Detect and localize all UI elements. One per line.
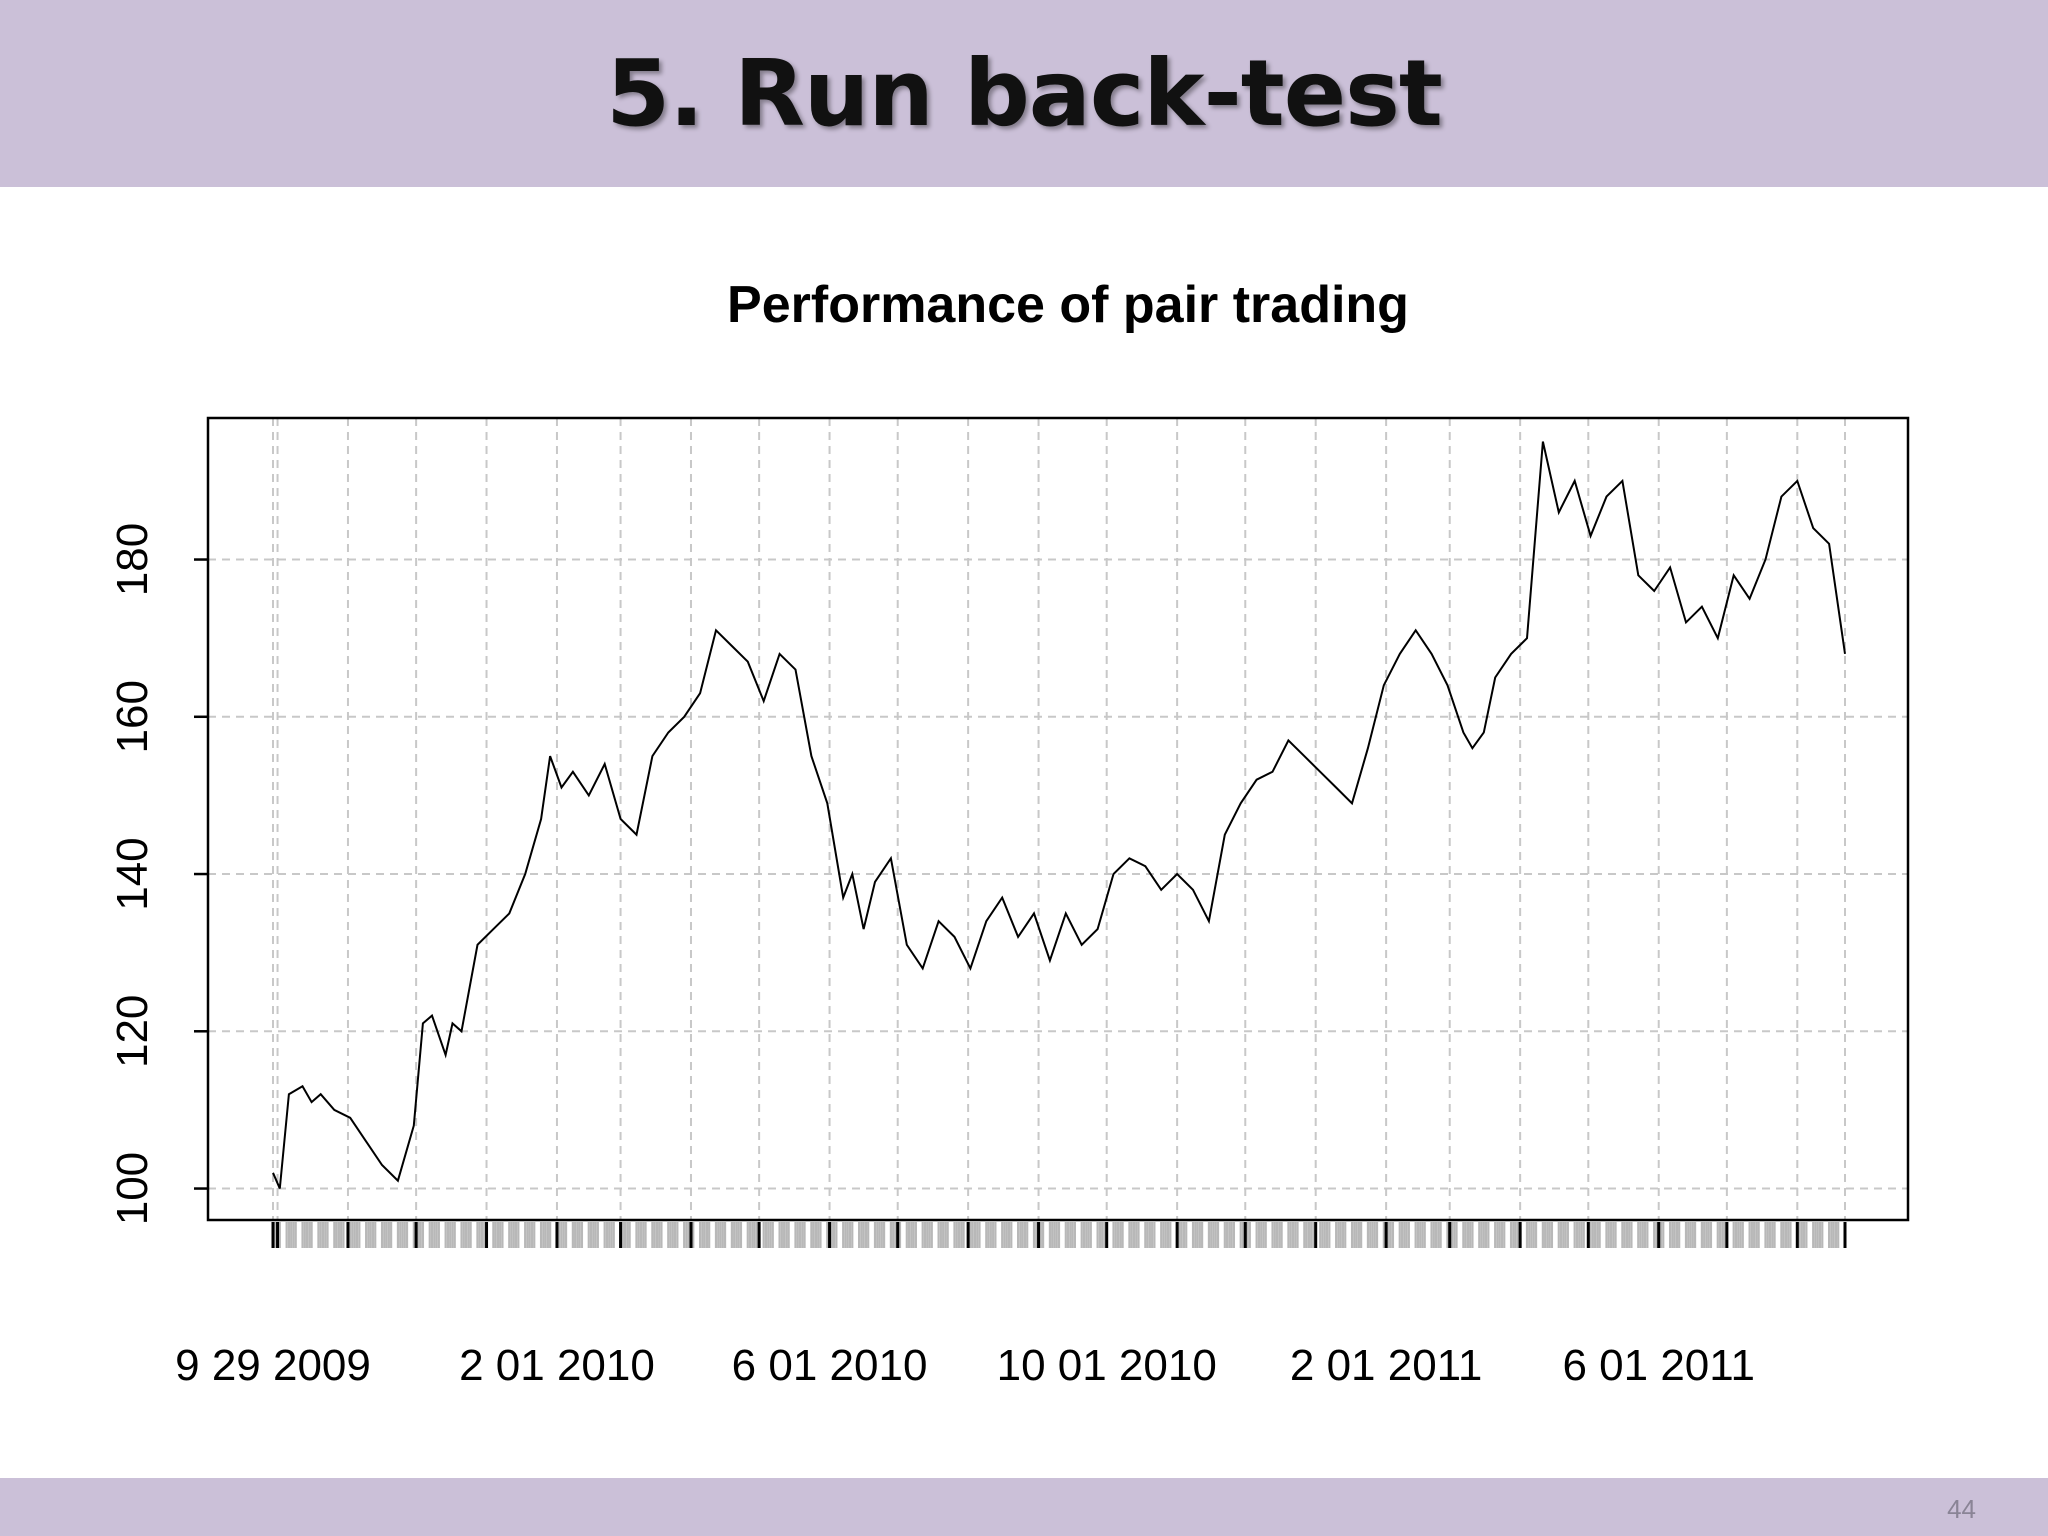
x-axis: 9 29 2009 2 01 2010 6 01 2010 10 01 2010 2 0… [175, 1341, 1755, 1390]
plot-frame [206, 416, 1910, 1222]
series-line [272, 441, 1846, 1189]
y-tick-label: 120 [108, 995, 157, 1068]
chart: Performance of pair trading 100 120 140 160… [108, 276, 1910, 1390]
x-tick-label: 10 01 2010 [997, 1341, 1217, 1390]
page-number: 44 [1947, 1494, 1976, 1524]
y-axis: 100 120 140 160 180 [108, 523, 208, 1225]
x-tick-label: 6 01 2011 [1562, 1341, 1754, 1390]
x-tick-label: 2 01 2011 [1290, 1341, 1482, 1390]
footer-band [0, 1478, 2048, 1536]
date-rug [271, 1222, 1847, 1248]
title-band [0, 0, 2048, 187]
x-tick-label: 6 01 2010 [732, 1341, 928, 1390]
x-tick-label: 2 01 2010 [459, 1341, 655, 1390]
y-tick-label: 140 [108, 837, 157, 910]
chart-title: Performance of pair trading [727, 276, 1409, 334]
y-tick-label: 180 [108, 523, 157, 596]
slide-title: 5. Run back-test [606, 40, 1443, 147]
grid [208, 418, 1908, 1220]
y-tick-label: 160 [108, 680, 157, 753]
y-tick-label: 100 [108, 1152, 157, 1225]
x-tick-label: 9 29 2009 [175, 1341, 371, 1390]
